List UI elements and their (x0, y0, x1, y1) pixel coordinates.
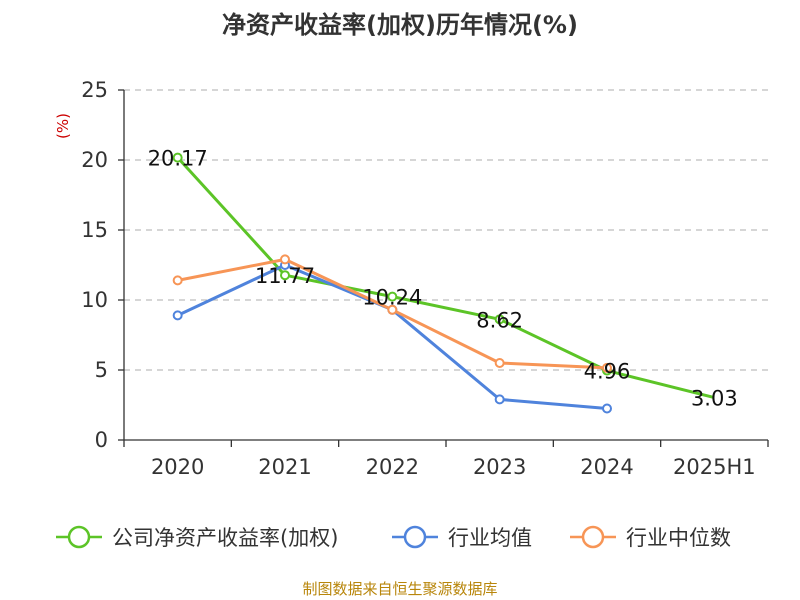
series-point-2 (280, 254, 290, 265)
y-tick-label: 5 (95, 358, 108, 382)
series-point-0 (494, 314, 505, 325)
gridlines (124, 89, 768, 371)
x-tick-label: 2022 (366, 455, 419, 479)
y-axis-unit: (%) (54, 113, 72, 139)
legend-marker (403, 525, 427, 549)
data-label: 8.62 (476, 308, 523, 332)
data-label: 4.96 (584, 360, 631, 384)
series-point-1 (172, 310, 183, 321)
data-label: 20.17 (148, 147, 208, 171)
x-tick-label: 2021 (258, 455, 311, 479)
data-label: 11.77 (255, 264, 315, 288)
series-line-0 (176, 156, 715, 400)
y-tick-label: 15 (81, 218, 108, 242)
x-tick-label: 2025H1 (673, 455, 756, 479)
data-label: 10.24 (362, 286, 422, 310)
series-point-0 (387, 291, 398, 302)
y-tick-label: 0 (95, 428, 108, 452)
legend-marker (581, 525, 605, 549)
series-layer (172, 152, 715, 414)
x-tick-label: 2024 (580, 455, 633, 479)
legend-marker (67, 525, 91, 549)
legend: 公司净资产收益率(加权) 行业均值 行业中位数 (56, 525, 731, 550)
y-tick-label: 25 (81, 78, 108, 102)
series-point-2 (172, 275, 183, 286)
y-tick-label: 20 (81, 148, 108, 172)
series-point-2 (494, 358, 505, 368)
series-point-2 (387, 304, 398, 315)
axes: 0 5 10 15 20 25 2020 2021 2022 2023 2024 2025H1 (81, 78, 769, 479)
data-label: 3.03 (691, 387, 738, 411)
legend-label: 行业中位数 (626, 526, 731, 550)
x-tick-label: 2020 (151, 455, 204, 479)
series-point-0 (280, 270, 290, 281)
legend-label: 行业均值 (448, 526, 532, 550)
legend-label: 公司净资产收益率(加权) (112, 526, 338, 550)
data-labels: 20.17 11.77 10.24 8.62 4.96 3.03 (148, 147, 738, 411)
x-tick-label: 2023 (473, 455, 526, 479)
source-note: 制图数据来自恒生聚源数据库 (302, 580, 497, 598)
series-point-2 (602, 362, 612, 373)
series-point-0 (172, 152, 183, 163)
chart-title: 净资产收益率(加权)历年情况(%) (222, 11, 578, 39)
series-point-1 (494, 394, 505, 405)
series-point-1 (602, 403, 612, 414)
y-tick-label: 10 (81, 288, 108, 312)
